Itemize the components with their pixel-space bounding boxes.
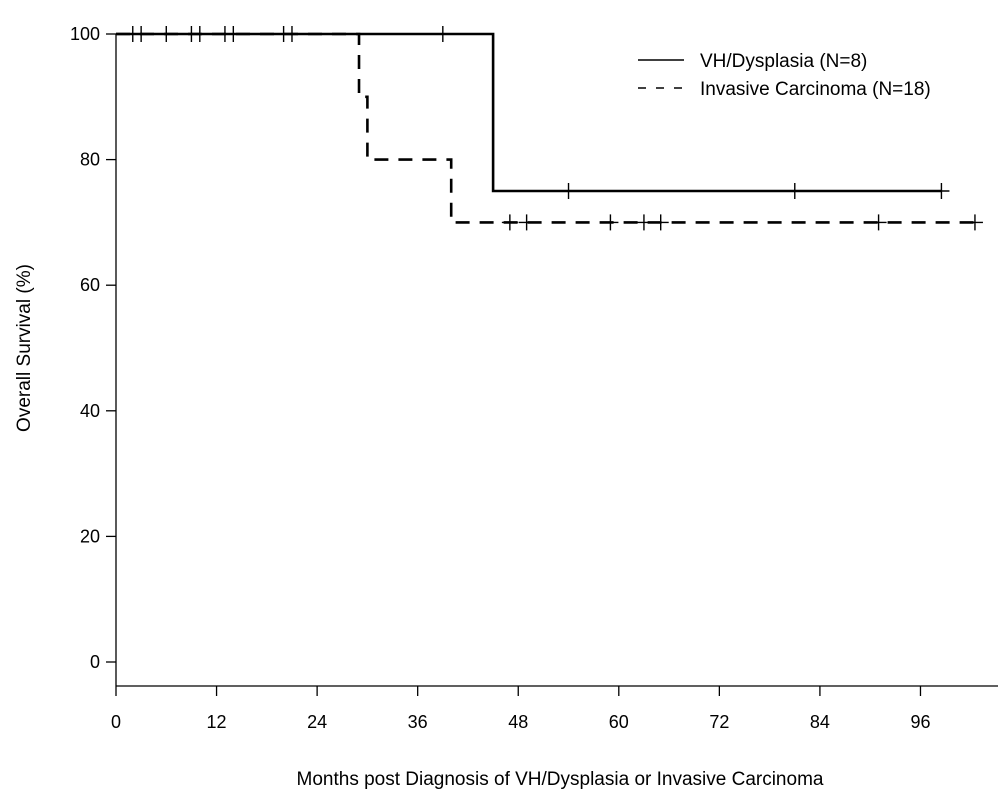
y-tick-label: 20 [80,526,100,546]
x-tick-label: 84 [810,712,830,732]
x-axis-title: Months post Diagnosis of VH/Dysplasia or… [297,769,824,790]
x-tick-label: 48 [508,712,528,732]
legend-label: VH/Dysplasia (N=8) [700,51,867,72]
survival-curve [116,32,975,224]
y-tick-label: 0 [90,652,100,672]
y-tick-label: 40 [80,401,100,421]
x-tick-label: 24 [307,712,327,732]
y-tick-label: 100 [70,24,100,44]
axes: 0 20 40 60 80 100 0 12 24 36 48 60 72 84 96 [70,24,998,732]
survival-curve [116,32,942,193]
x-tick-label: 60 [609,712,629,732]
y-tick-label: 60 [80,275,100,295]
series-layer [116,26,983,231]
legend-label: Invasive Carcinoma (N=18) [700,79,931,100]
x-tick-label: 0 [111,712,121,732]
x-tick-label: 72 [709,712,729,732]
legend: VH/Dysplasia (N=8) Invasive Carcinoma (N=… [638,51,931,100]
y-tick-label: 80 [80,150,100,170]
x-tick-label: 36 [408,712,428,732]
x-tick-label: 12 [207,712,227,732]
series-2 [116,32,983,231]
x-tick-label: 96 [910,712,930,732]
y-axis-title: Overall Survival (%) [14,264,35,432]
